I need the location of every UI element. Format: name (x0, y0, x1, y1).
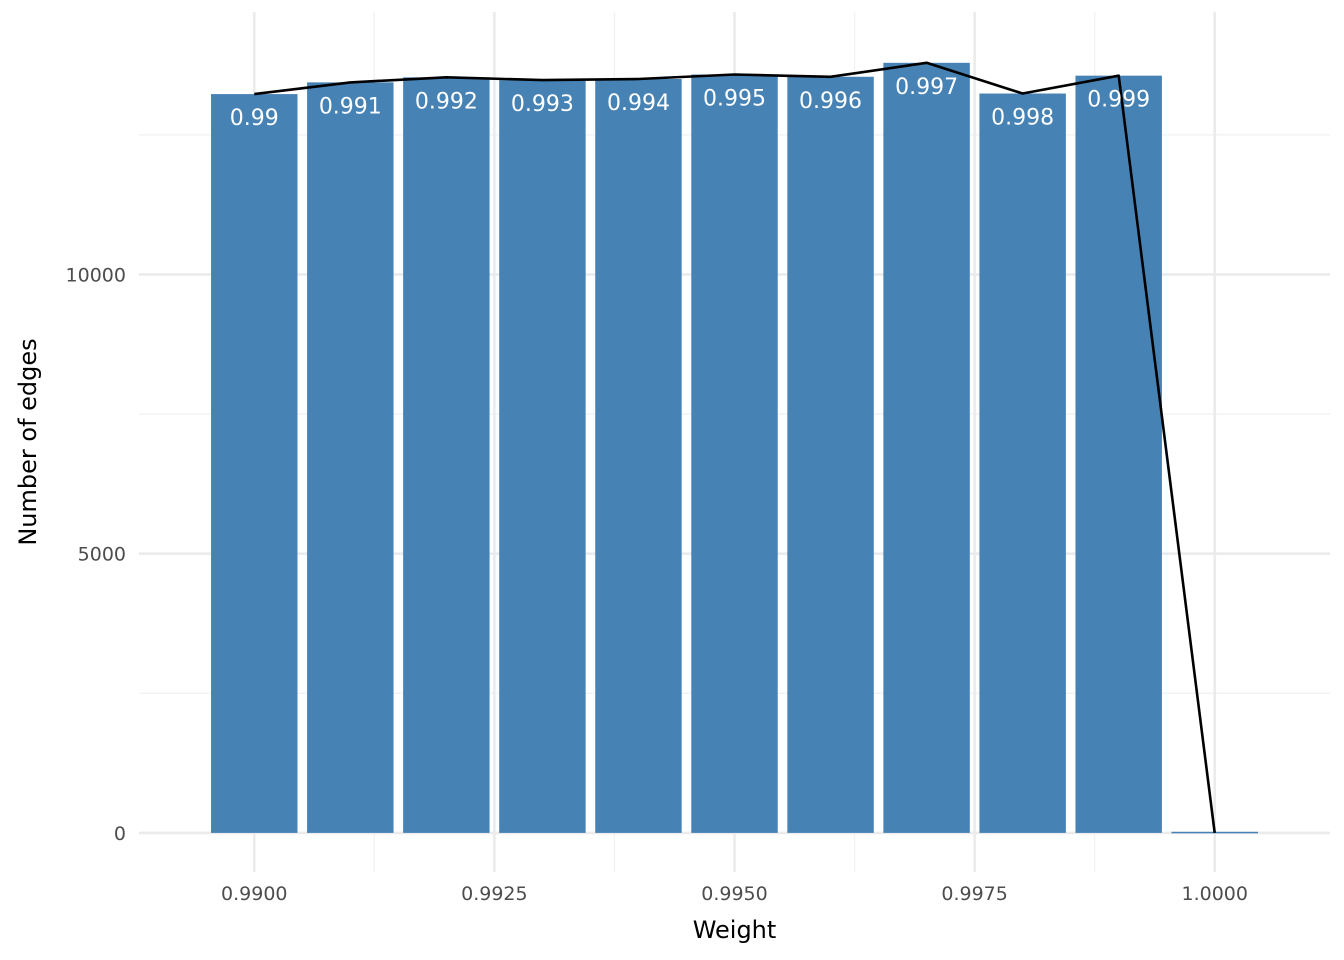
x-tick-label: 1.0000 (1181, 883, 1247, 905)
trend-line (254, 61, 1216, 834)
trend-line-group (254, 61, 1216, 834)
bar (307, 82, 394, 833)
bar-value-label: 0.991 (319, 94, 382, 119)
bar-value-label: 0.999 (1087, 88, 1150, 113)
bar-value-label: 0.997 (895, 75, 958, 100)
bar-value-label: 0.993 (511, 92, 574, 117)
y-axis-title: Number of edges (14, 338, 42, 545)
x-axis-title: Weight (693, 916, 777, 944)
bar (787, 76, 874, 833)
bar (499, 80, 586, 833)
y-tick-label: 10000 (66, 264, 126, 286)
x-tick-label: 0.9975 (941, 883, 1007, 905)
bar-value-label: 0.99 (230, 106, 279, 131)
bar-value-label: 0.996 (799, 89, 862, 114)
bar (595, 79, 682, 833)
x-tick-label: 0.9950 (701, 883, 767, 905)
y-tick-label: 5000 (78, 544, 126, 566)
y-tick-labels: 0 5000 10000 (66, 264, 126, 844)
bar-value-label: 0.994 (607, 91, 670, 116)
bar (403, 77, 490, 833)
x-tick-label: 0.9925 (461, 883, 527, 905)
bar-value-label: 0.992 (415, 89, 478, 114)
bars (211, 62, 1258, 834)
bar (883, 62, 970, 833)
bar-value-label: 0.998 (991, 106, 1054, 131)
bar (1075, 75, 1162, 833)
bar-value-label: 0.995 (703, 87, 766, 112)
y-tick-label: 0 (114, 823, 126, 845)
bar (691, 74, 778, 833)
x-tick-labels: 0.9900 0.9925 0.9950 0.9975 1.0000 (221, 883, 1248, 905)
bar (211, 94, 298, 833)
bar-labels: 0.99 0.991 0.992 0.993 0.994 0.995 0.996 0.997 0… (230, 75, 1150, 131)
x-tick-label: 0.9900 (221, 883, 287, 905)
bar (979, 93, 1066, 833)
